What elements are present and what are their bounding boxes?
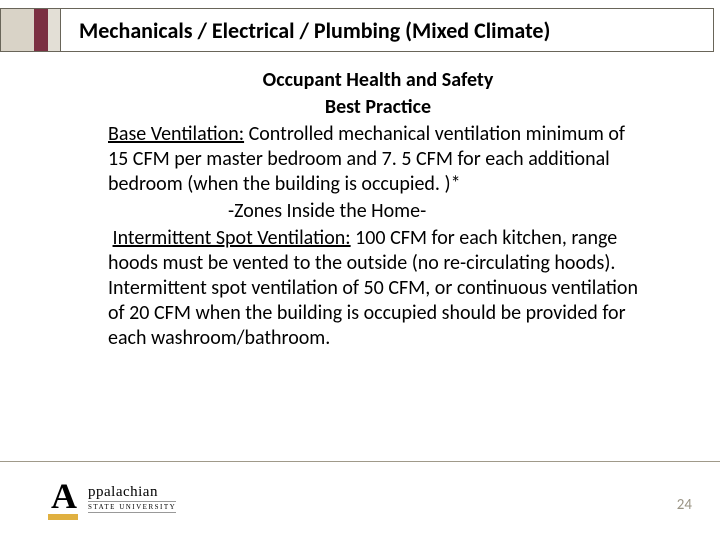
content-area: Occupant Health and Safety Best Practice… — [108, 68, 648, 353]
title-main-box: Mechanicals / Electrical / Plumbing (Mix… — [60, 8, 714, 52]
logo-gold-bar — [48, 514, 78, 520]
footer-divider — [0, 461, 720, 462]
title-decor-block-b — [34, 8, 48, 52]
page-number: 24 — [677, 496, 692, 514]
title-decor-block-c — [48, 8, 60, 52]
logo-university-sub: STATE UNIVERSITY — [88, 501, 176, 513]
university-logo: ppalachian STATE UNIVERSITY — [42, 476, 210, 520]
slide-title: Mechanicals / Electrical / Plumbing (Mix… — [79, 17, 550, 44]
logo-text-block: ppalachian STATE UNIVERSITY — [88, 484, 176, 513]
spot-vent-label: Intermittent Spot Ventilation: — [113, 226, 351, 250]
spot-ventilation-para: Intermittent Spot Ventilation: 100 CFM f… — [108, 226, 648, 351]
practice-heading: Best Practice — [108, 95, 648, 120]
base-ventilation-para: Base Ventilation: Controlled mechanical … — [108, 122, 648, 197]
zones-line: -Zones Inside the Home- — [108, 199, 648, 224]
logo-letter-a — [42, 476, 86, 520]
logo-university-name: ppalachian — [88, 484, 176, 501]
title-left-decor — [0, 8, 60, 52]
base-vent-label: Base Ventilation: — [108, 122, 244, 146]
title-bar: Mechanicals / Electrical / Plumbing (Mix… — [0, 8, 720, 52]
title-decor-block-a — [0, 8, 34, 52]
subtitle: Occupant Health and Safety — [108, 68, 648, 93]
